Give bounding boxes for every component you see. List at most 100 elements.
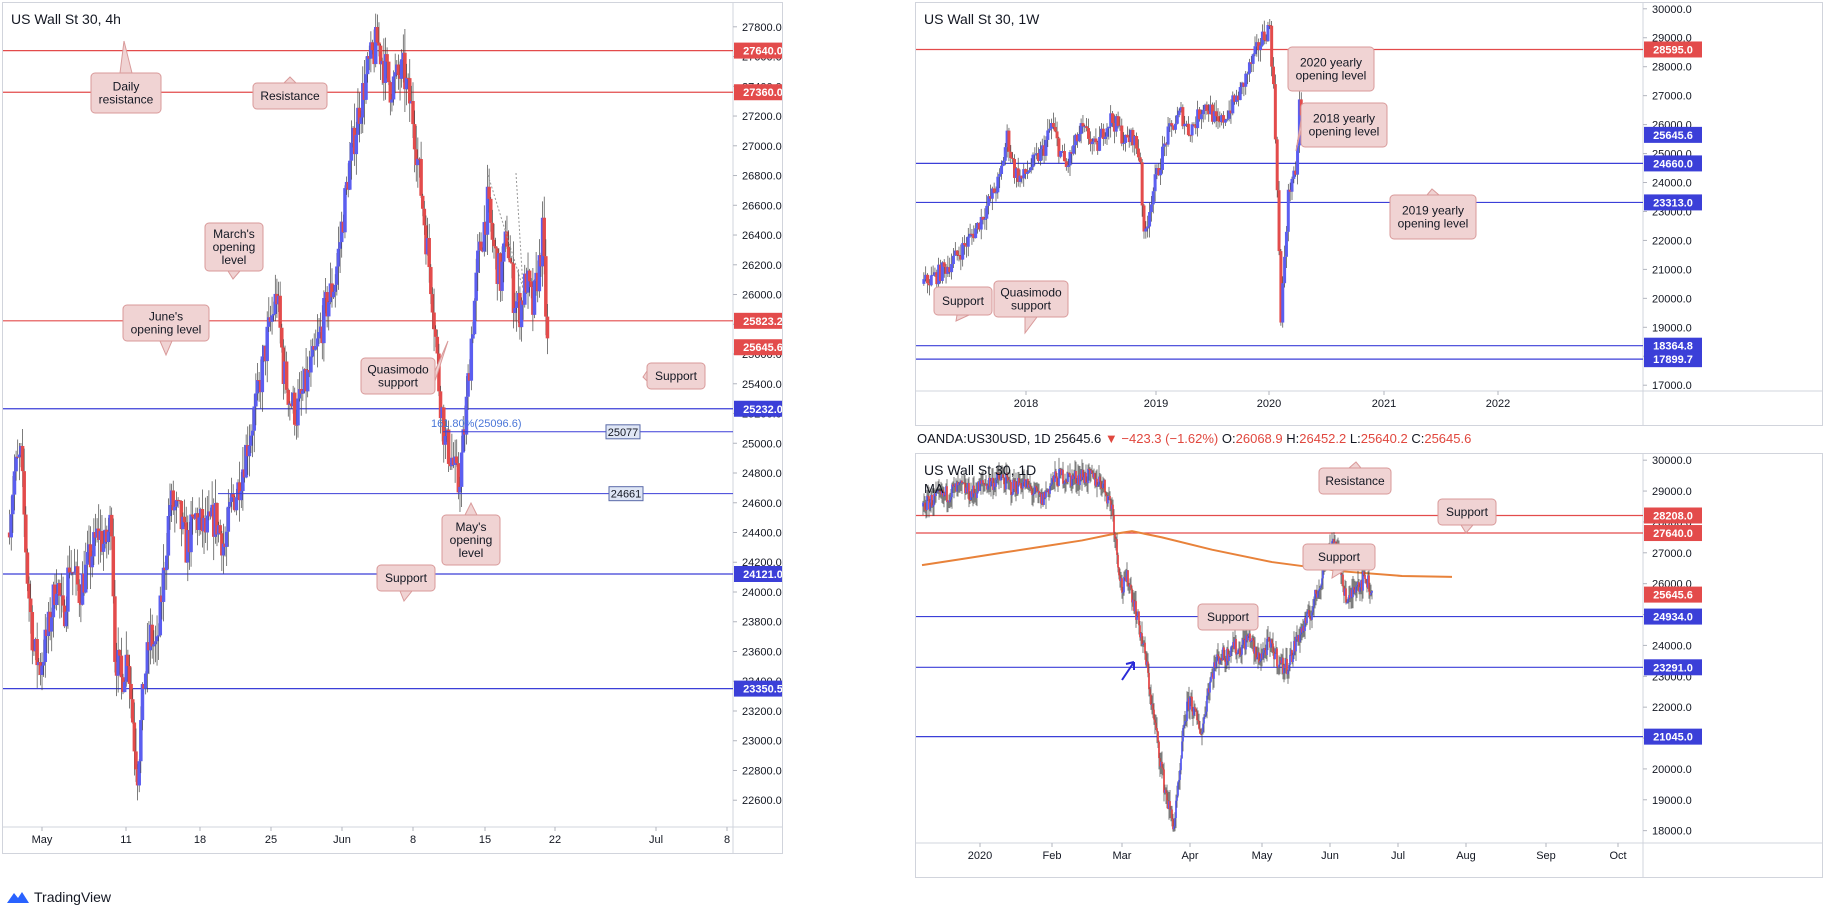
candle-body [1133, 599, 1135, 611]
candle-body [411, 101, 415, 125]
candle-body [1015, 481, 1017, 492]
level-price-label: 18364.8 [1653, 341, 1693, 353]
candle-body [1074, 134, 1078, 146]
candle-body [25, 552, 30, 584]
candle-body [1068, 472, 1070, 474]
candle-body [1134, 601, 1136, 611]
candle-body [942, 262, 946, 267]
level-price-tag [734, 339, 782, 356]
candle-body [1249, 62, 1253, 64]
y-tick-label: 24600.0 [742, 498, 782, 510]
chart-title-1d: US Wall St 30, 1D [924, 462, 1037, 478]
level-price-tag [1644, 155, 1702, 172]
candle-body [1203, 717, 1205, 724]
candle-body [430, 294, 435, 313]
candle-body [989, 477, 991, 487]
candle-body [1215, 661, 1217, 668]
candle-body [1151, 191, 1155, 205]
candle-body [1166, 792, 1168, 801]
candle-body [1016, 168, 1020, 182]
candle-body [1351, 589, 1353, 598]
chart-panel-4h[interactable]: 22600.022800.023000.023200.023400.023600… [2, 2, 783, 854]
candle-body [1055, 471, 1057, 477]
candle-body [929, 275, 933, 286]
candle-body [456, 463, 461, 493]
chart-1w[interactable]: 17000.018000.019000.020000.021000.022000… [916, 3, 1823, 426]
annotation-text: support [378, 376, 419, 390]
candle-body [77, 584, 82, 603]
candle-body [1179, 107, 1183, 111]
candle-body [1138, 157, 1142, 163]
candle-body [249, 435, 253, 446]
candle-body [1116, 539, 1118, 555]
chart-4h[interactable]: 22600.022800.023000.023200.023400.023600… [3, 3, 783, 854]
annotation-text: March's [213, 227, 255, 241]
candle-body [964, 482, 966, 493]
candle-body [1154, 719, 1156, 723]
candle-body [1222, 647, 1224, 660]
candle-body [1066, 481, 1068, 483]
candle-body [1213, 662, 1215, 679]
x-tick-label: May [32, 834, 53, 846]
candle-body [1152, 704, 1154, 710]
tradingview-logo[interactable]: TradingView [6, 889, 111, 905]
candle-body [1286, 189, 1290, 232]
chart-panel-1w[interactable]: 17000.018000.019000.020000.021000.022000… [915, 2, 1823, 426]
candle-body [1140, 633, 1142, 638]
candle-body [1345, 588, 1347, 603]
annotation-callout [1197, 603, 1259, 631]
candle-body [75, 566, 80, 585]
candle-body [1160, 761, 1162, 767]
brand-label: TradingView [34, 889, 112, 905]
candle-body [92, 532, 96, 557]
candle-body [1246, 635, 1248, 641]
candle-body [1114, 116, 1118, 132]
candle-body [1061, 469, 1063, 475]
candle-body [88, 544, 93, 568]
candle-body [963, 243, 967, 246]
candle-body [1082, 469, 1084, 478]
candle-body [971, 491, 973, 498]
candle-body [1257, 42, 1261, 51]
annotation-callout [1437, 498, 1497, 526]
candle-body [956, 482, 958, 492]
candle-body [476, 250, 480, 273]
candle-body [1040, 492, 1042, 504]
candle-body [1085, 126, 1089, 129]
candle-body [458, 486, 462, 493]
candle-body [85, 552, 90, 565]
candle-body [947, 500, 949, 503]
candle-body [1240, 654, 1242, 656]
chart-1d[interactable]: 18000.019000.020000.021000.022000.023000… [916, 454, 1823, 878]
level-price-label: 23291.0 [1653, 662, 1693, 674]
level-price-tag [1644, 41, 1702, 58]
candle-body [990, 481, 992, 487]
candle-body [22, 471, 26, 515]
candle-body [1106, 495, 1108, 504]
candle-body [378, 45, 383, 65]
level-price-tag [1644, 507, 1702, 524]
candle-body [1317, 591, 1319, 598]
x-tick-label: Mar [1113, 850, 1132, 862]
level-price-label: 25232.0 [743, 404, 783, 416]
candle-body [1153, 709, 1155, 720]
candle-body [1182, 728, 1184, 742]
x-tick-label: Jun [333, 834, 351, 846]
candle-body [1125, 134, 1129, 138]
inline-level-label: 24661 [611, 489, 642, 501]
candle-body [54, 593, 59, 605]
candle-body [28, 598, 33, 613]
candle-body [1085, 472, 1087, 483]
candle-body [239, 491, 244, 501]
candle-body [12, 471, 17, 495]
level-price-label: 28595.0 [1653, 44, 1693, 56]
candle-body [1164, 789, 1166, 793]
candle-body [1170, 809, 1172, 811]
candle-body [1316, 593, 1318, 598]
candle-body [1167, 800, 1169, 809]
candle-body [1334, 541, 1336, 543]
chart-panel-1d[interactable]: 18000.019000.020000.021000.022000.023000… [915, 453, 1823, 878]
candle-body [1179, 770, 1181, 780]
level-price-label: 23313.0 [1653, 197, 1693, 209]
level-price-label: 17899.7 [1653, 354, 1693, 366]
